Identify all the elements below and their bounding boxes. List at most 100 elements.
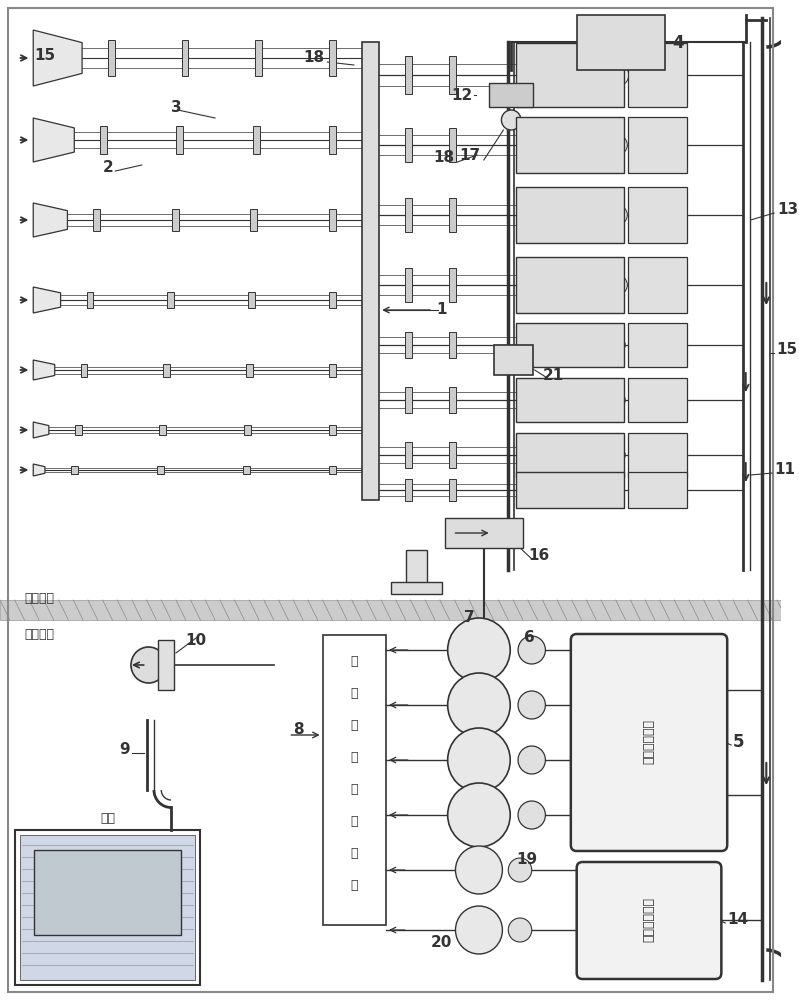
Bar [516, 378, 623, 422]
Bar [329, 466, 336, 474]
Polygon shape [34, 30, 82, 86]
Text: 16: 16 [528, 548, 549, 564]
Circle shape [634, 65, 653, 85]
Circle shape [606, 64, 629, 86]
Bar [100, 126, 107, 154]
Bar [243, 466, 250, 474]
Bar [250, 209, 257, 231]
Circle shape [519, 64, 541, 86]
Bar [177, 126, 183, 154]
Circle shape [663, 65, 682, 85]
Bar [445, 518, 523, 548]
Polygon shape [34, 422, 49, 438]
Bar [248, 292, 255, 308]
Bar [629, 472, 687, 508]
Text: 4: 4 [673, 33, 684, 51]
Text: 17: 17 [459, 147, 480, 162]
Circle shape [447, 728, 511, 792]
Circle shape [508, 858, 531, 882]
Bar [167, 292, 174, 308]
Bar [449, 198, 456, 232]
Bar [577, 15, 665, 70]
Bar [449, 268, 456, 302]
Bar [172, 209, 179, 231]
Circle shape [578, 205, 598, 225]
Circle shape [608, 205, 627, 225]
Text: 水池: 水池 [100, 812, 115, 825]
Bar [516, 187, 623, 243]
Circle shape [578, 135, 598, 155]
Bar [246, 363, 253, 376]
Bar [71, 466, 78, 474]
Text: 小气体稳压罐: 小气体稳压罐 [642, 898, 655, 942]
Text: 大气体稳压罐: 大气体稳压罐 [642, 720, 655, 764]
Bar [449, 332, 456, 358]
Circle shape [566, 392, 582, 408]
Circle shape [523, 447, 537, 463]
Text: 2: 2 [102, 160, 113, 176]
Bar [449, 479, 456, 501]
Circle shape [664, 137, 681, 153]
Circle shape [635, 207, 651, 223]
Text: 11: 11 [774, 462, 795, 478]
Bar [449, 387, 456, 413]
Text: 12: 12 [451, 88, 473, 103]
Bar [629, 323, 687, 367]
Text: 15: 15 [34, 47, 55, 62]
Circle shape [520, 275, 539, 295]
Circle shape [664, 207, 681, 223]
Bar [404, 268, 412, 302]
Bar [404, 442, 412, 468]
Circle shape [523, 337, 537, 353]
Bar [516, 257, 623, 313]
Text: 14: 14 [727, 912, 749, 928]
Circle shape [523, 392, 537, 408]
Circle shape [638, 485, 649, 495]
Text: 18: 18 [303, 50, 324, 66]
Text: 13: 13 [777, 202, 798, 218]
Bar [160, 425, 166, 435]
Bar [404, 56, 412, 94]
Bar [404, 332, 412, 358]
Bar [86, 292, 93, 308]
Circle shape [637, 448, 650, 462]
Bar [404, 198, 412, 232]
Text: 环: 环 [350, 687, 358, 700]
Text: 5: 5 [733, 733, 745, 751]
Text: 7: 7 [464, 610, 475, 625]
Bar [181, 40, 189, 76]
Bar [323, 635, 386, 925]
Circle shape [637, 338, 650, 352]
Circle shape [667, 485, 678, 495]
Circle shape [635, 137, 651, 153]
Circle shape [578, 275, 598, 295]
Bar [449, 442, 456, 468]
Bar [494, 345, 533, 375]
Circle shape [131, 647, 166, 683]
Bar [244, 425, 251, 435]
Bar [629, 257, 687, 313]
Circle shape [548, 64, 570, 86]
Text: 排: 排 [350, 719, 358, 732]
Circle shape [520, 135, 539, 155]
Bar [255, 40, 262, 76]
Bar [163, 363, 170, 376]
Text: 1: 1 [436, 302, 447, 318]
Circle shape [566, 337, 582, 353]
Text: 道: 道 [350, 879, 358, 892]
Bar [516, 43, 623, 107]
Bar [14, 830, 201, 985]
Bar [108, 40, 115, 76]
Text: 地下一层: 地下一层 [25, 628, 54, 641]
Text: 21: 21 [543, 367, 564, 382]
Circle shape [666, 448, 679, 462]
Text: 15: 15 [776, 342, 797, 358]
Circle shape [578, 64, 599, 86]
Text: 6: 6 [524, 630, 535, 645]
Bar [391, 582, 442, 594]
Text: 循: 循 [350, 655, 358, 668]
Text: 18: 18 [433, 150, 454, 165]
Bar [629, 43, 687, 107]
Circle shape [610, 447, 626, 463]
FancyBboxPatch shape [570, 634, 727, 851]
